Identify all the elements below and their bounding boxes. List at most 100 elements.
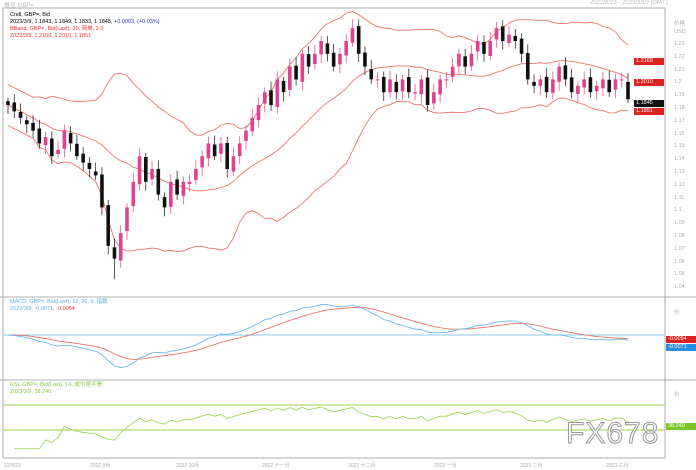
- y-tick: 1.16: [674, 130, 685, 137]
- x-tick: 2022 10月: [176, 463, 200, 469]
- candle: [432, 92, 436, 104]
- candle: [181, 181, 186, 196]
- candle: [200, 156, 204, 168]
- y-tick: 1.1: [674, 207, 682, 214]
- candle: [206, 143, 211, 159]
- candle: [219, 143, 223, 154]
- candle: [175, 179, 179, 195]
- candle: [187, 181, 192, 184]
- watermark: FX678: [565, 417, 660, 450]
- candle: [588, 77, 593, 93]
- candle: [62, 130, 67, 149]
- candle: [137, 156, 142, 185]
- candle: [68, 133, 73, 144]
- candle: [475, 41, 480, 52]
- legend-change: +0.0003, (+0.03%): [113, 19, 160, 25]
- candle: [288, 66, 292, 90]
- candle: [18, 112, 23, 118]
- y-tick: 1.14: [674, 156, 685, 163]
- candle: [419, 79, 424, 95]
- x-tick: 2023 三月: [606, 463, 629, 469]
- candle: [494, 28, 499, 40]
- candle: [457, 53, 461, 67]
- candle: [563, 65, 568, 80]
- candle: [75, 143, 79, 157]
- candle: [388, 79, 392, 93]
- candle: [250, 117, 255, 132]
- bband-middle: [7, 60, 629, 192]
- candle: [118, 233, 123, 261]
- macd-title: MACD, GBP=, Bid(Last), 12, 26, 9, 指数: [10, 299, 108, 305]
- rsi-title: RSI, GBP=, Bid(Last), 14, 威尔德平滑: [10, 382, 102, 388]
- candle: [469, 53, 474, 67]
- candle: [325, 43, 330, 54]
- candle: [394, 81, 399, 93]
- candle: [363, 52, 367, 67]
- header: 概览 GBP= 2022/8/23 - 2023/3/10 (GMT): [0, 0, 696, 9]
- candle: [294, 65, 298, 80]
- candle: [375, 79, 380, 81]
- signal-value: -0.0054: [56, 306, 75, 312]
- candle: [81, 153, 85, 163]
- candle: [125, 207, 129, 232]
- macd-signal-line: [7, 306, 629, 360]
- last-price-tag: 1.1845: [634, 100, 664, 107]
- candle: [256, 105, 261, 121]
- candle: [212, 144, 217, 157]
- candle: [275, 79, 280, 107]
- candle: [112, 247, 117, 259]
- legend-title: Cndl, GBP=, Bid: [10, 12, 51, 18]
- candle: [369, 68, 374, 80]
- macd-line: [7, 304, 629, 369]
- candle: [43, 137, 48, 146]
- candle: [100, 174, 104, 208]
- candle: [269, 90, 273, 105]
- candle: [93, 171, 98, 176]
- candle: [237, 143, 242, 157]
- candle: [576, 85, 580, 94]
- candle: [162, 197, 167, 208]
- upper-band-tag: 1.2169: [634, 58, 664, 65]
- y-tick: 1.09: [674, 220, 685, 227]
- candle: [582, 79, 586, 88]
- candle: [569, 77, 574, 93]
- macd-legend: MACD, GBP=, Bid(Last), 12, 26, 9, 指数 202…: [10, 299, 108, 313]
- candle: [6, 101, 10, 105]
- candle: [313, 53, 317, 65]
- candle: [262, 92, 267, 104]
- y-tick: 1.13: [674, 169, 685, 175]
- middle-band-tag: 1.2010: [634, 79, 664, 86]
- macd-value: 2023/3/9, -0.0071,: [10, 306, 55, 312]
- candle: [150, 169, 154, 180]
- rsi-value: 2023/3/9, 38.240: [10, 389, 52, 395]
- candle: [544, 76, 549, 93]
- candle: [331, 52, 336, 67]
- candle: [619, 79, 624, 81]
- candle: [438, 79, 442, 95]
- y-tick: 1.17: [674, 117, 685, 124]
- bband-legend: BBand, GBP=, Bid(Last), 20, 简单, 2.0: [10, 26, 104, 32]
- legend-ohlc: 2023/3/9, 1.1843, 1.1849, 1.1833, 1.1845…: [10, 19, 113, 25]
- candle: [425, 77, 430, 105]
- macd-axis-unit: 价: [674, 310, 680, 316]
- candle: [350, 28, 355, 43]
- x-tick: 2022 9月: [90, 463, 111, 469]
- y-tick: 1.19: [674, 92, 685, 99]
- x-tick: 2022 十二月: [348, 463, 376, 469]
- candle: [407, 77, 411, 93]
- candle: [194, 169, 198, 181]
- candle: [87, 162, 92, 169]
- candle: [525, 53, 530, 80]
- candle: [607, 79, 612, 93]
- plot-frame: [2, 7, 666, 459]
- axis-currency: USD: [674, 29, 686, 35]
- candle: [413, 92, 417, 94]
- y-tick: 1.08: [674, 233, 685, 239]
- candle: [131, 181, 136, 207]
- candle: [601, 79, 605, 89]
- rsi-tag: 38.240: [666, 423, 696, 430]
- main-legend: Cndl, GBP=, Bid 2023/3/9, 1.1843, 1.1849…: [10, 12, 160, 40]
- date-range: 2022/8/23 - 2023/3/10 (GMT): [590, 0, 668, 6]
- candle: [400, 79, 405, 92]
